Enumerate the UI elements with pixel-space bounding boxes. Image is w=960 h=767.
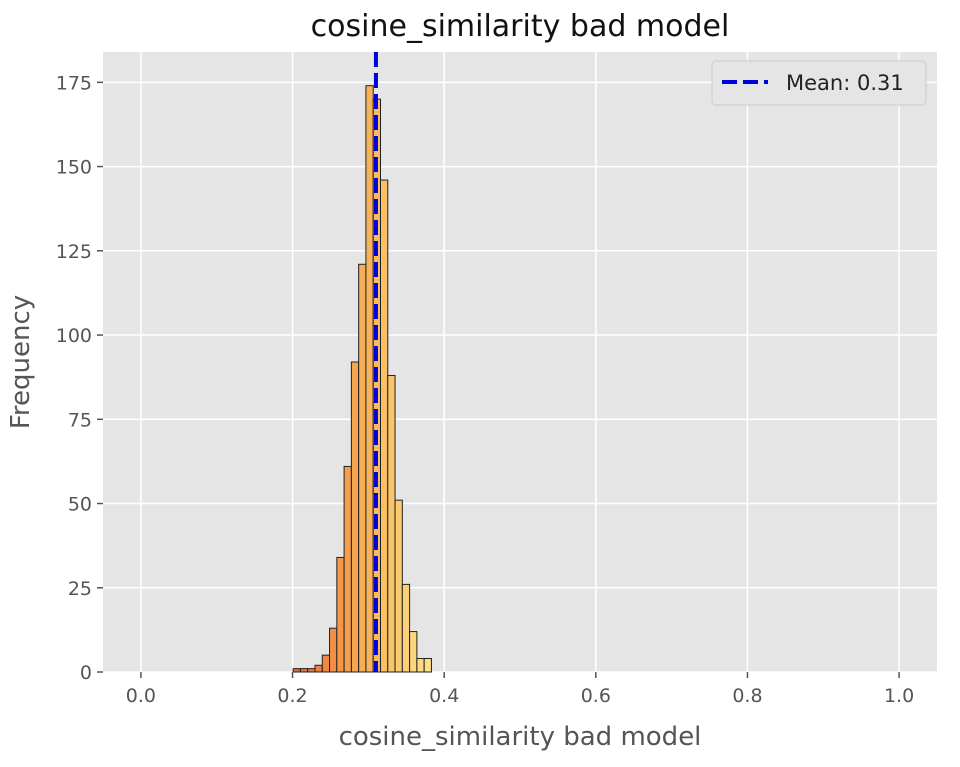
histogram-bar [394,499,403,673]
histogram-bar [423,658,432,673]
x-tick-label: 0.2 [277,685,307,707]
y-tick-label: 25 [68,578,92,600]
x-tick-label: 0.4 [429,685,459,707]
x-tick-label: 0.8 [732,685,762,707]
y-tick-label: 0 [80,662,92,684]
histogram-bar [401,583,411,673]
histogram-bar [314,664,323,673]
histogram-bar [416,658,425,673]
histogram-bar [350,361,360,673]
y-tick-label: 75 [68,409,92,431]
legend-label-mean: Mean: 0.31 [786,71,904,95]
chart-title: cosine_similarity bad model [311,9,730,44]
histogram-bars [292,85,432,673]
histogram-bar [336,556,345,673]
legend: Mean: 0.31 [711,60,927,106]
y-tick-label: 125 [56,241,92,263]
histogram-bar [409,631,418,673]
histogram-bar [387,374,396,673]
y-tick-label: 150 [56,157,92,179]
y-axis-label: Frequency [6,295,36,429]
legend-box [711,60,927,106]
x-tick-label: 0.6 [581,685,611,707]
histogram-bar [358,263,367,673]
x-tick-label: 1.0 [884,685,914,707]
y-axis-ticks: 0 25 50 75 100 125 150 175 [56,72,103,684]
y-tick-label: 175 [56,72,92,94]
x-axis-ticks: 0.0 0.2 0.4 0.6 0.8 1.0 [126,672,914,707]
y-tick-label: 100 [56,325,92,347]
histogram-bar [307,668,316,673]
histogram-bar [321,654,331,673]
grid-lines [103,52,937,673]
histogram-bar [292,668,301,673]
histogram-bar [343,465,352,673]
y-tick-label: 50 [68,494,92,516]
x-tick-label: 0.0 [126,685,156,707]
histogram-bar [365,85,374,673]
histogram-bar [329,627,338,673]
x-axis-label: cosine_similarity bad model [339,722,702,752]
histogram-bar [299,668,309,673]
histogram-bar [379,179,389,673]
plot-area [103,52,937,672]
